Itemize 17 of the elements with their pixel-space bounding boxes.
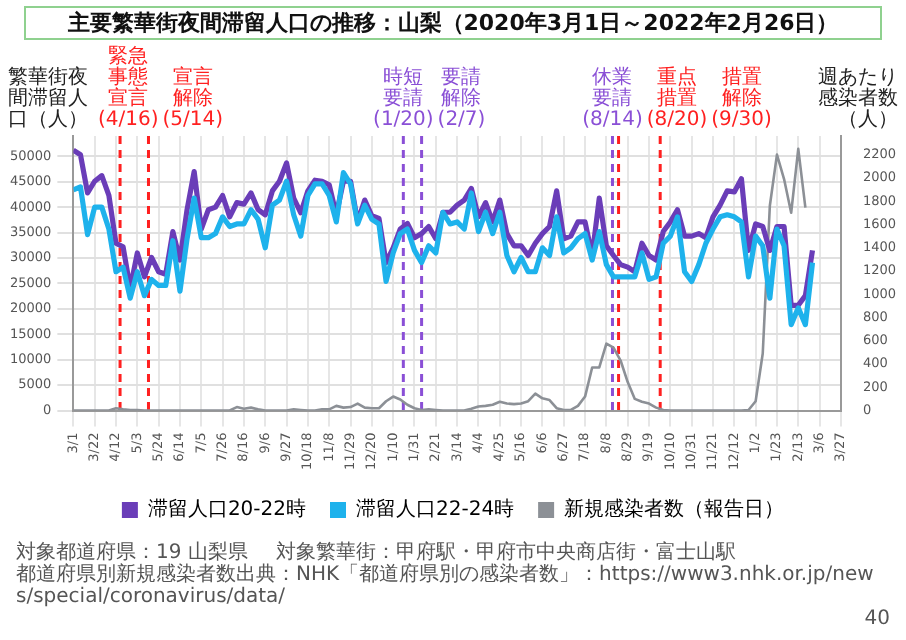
text: 都道府県別新規感染者数出典：NHK「都道府県別の感染者数」：https://www3.nhk.or.jp/news/special/coronavirus/data/ [16, 564, 876, 608]
ref-line-label: 緊急事態宣言(4/16) [97, 44, 159, 132]
chart-title: 主要繁華街夜間滞留人口の推移：山梨（2020年3月1日～2022年2月26日） [24, 6, 882, 40]
ref-line-label: 休業要請(8/14) [582, 65, 643, 132]
legend-label: 新規感染者数（報告日） [564, 497, 785, 522]
ref-line-label: 時短要請(1/20) [373, 65, 434, 132]
ref-line-label: 重点措置(8/20) [646, 65, 708, 132]
ref-line-label: 宣言解除(5/14) [162, 65, 224, 132]
text: 対象繁華街：甲府駅・甲府市中央商店街・富士山駅 [275, 542, 736, 564]
y-axis-title: 繁華街夜間滞留人口（人） [8, 65, 88, 132]
ref-line-label: 要請解除(2/7) [437, 65, 486, 132]
text: 対象都道府県：19 山梨県 [16, 542, 248, 564]
ref-line-label: 措置解除(9/30) [711, 65, 772, 132]
y2-axis-title: 週あたり感染者数（人） [818, 67, 898, 132]
text: 40 [864, 608, 890, 630]
legend-label: 滞留人口20-22時 [147, 497, 307, 522]
legend-label: 滞留人口22-24時 [356, 497, 515, 522]
